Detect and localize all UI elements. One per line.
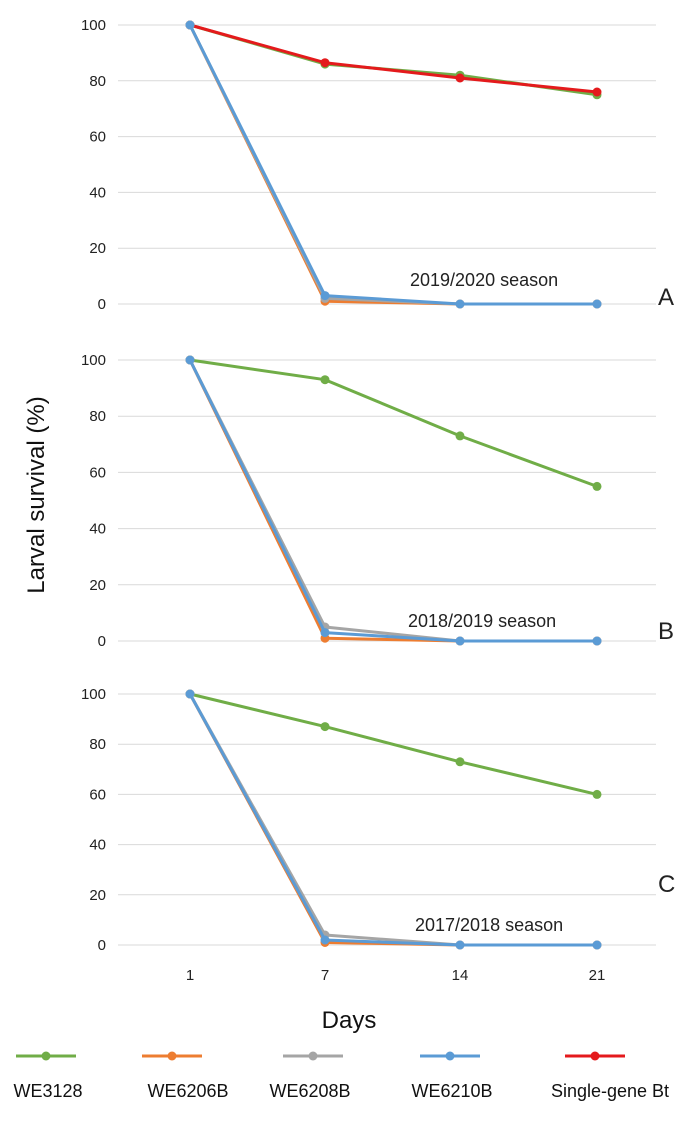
x-tick-label: 21 <box>589 967 606 984</box>
season-label: 2018/2019 season <box>408 611 556 631</box>
series-we6208b <box>185 355 602 646</box>
panel-letter: C <box>658 871 675 898</box>
legend-item-we6206b: WE6206B <box>142 1051 229 1101</box>
legend-item-we6210b: WE6210B <box>411 1051 493 1101</box>
legend-swatch-marker <box>167 1051 177 1061</box>
legend-swatch-marker <box>308 1051 318 1061</box>
data-point <box>592 481 602 491</box>
series-we6210b <box>185 355 602 646</box>
season-label: 2017/2018 season <box>415 915 563 935</box>
series-line <box>189 692 598 796</box>
data-point <box>455 431 465 441</box>
y-tick-label: 80 <box>89 736 106 753</box>
data-point <box>455 299 465 309</box>
legend-label: WE6208B <box>269 1081 350 1101</box>
y-tick-label: 40 <box>89 521 106 538</box>
data-point <box>592 940 602 950</box>
data-point <box>455 940 465 950</box>
data-point <box>592 87 602 97</box>
y-tick-label: 100 <box>81 17 106 34</box>
series-line <box>189 23 598 94</box>
panel-letter: A <box>658 284 674 311</box>
data-point <box>185 20 195 30</box>
x-axis-label: Days <box>322 1007 377 1034</box>
panel-letter: B <box>658 618 674 645</box>
legend-swatch-marker <box>445 1051 455 1061</box>
series-line <box>188 359 597 643</box>
legend-label: WE6210B <box>411 1081 492 1101</box>
series-we3128 <box>185 355 602 491</box>
series-line <box>188 359 597 643</box>
y-tick-label: 0 <box>98 633 106 650</box>
series-line <box>189 358 598 488</box>
y-tick-label: 60 <box>89 464 106 481</box>
legend-label: WE3128 <box>13 1081 82 1101</box>
data-point <box>455 73 465 83</box>
series-we6206b <box>185 20 602 309</box>
data-point <box>320 628 330 638</box>
y-tick-label: 80 <box>89 73 106 90</box>
series-line <box>188 24 597 306</box>
series-line <box>188 693 597 947</box>
panel-a: 0 20 40 60 80 100 2019/2020 season A <box>81 17 674 313</box>
data-point <box>592 636 602 646</box>
legend-label: Single-gene Bt <box>551 1081 669 1101</box>
data-point <box>592 789 602 799</box>
data-point <box>320 935 330 945</box>
series-we3128 <box>185 689 602 799</box>
legend: WE3128 WE6206B WE6208B WE6210B Single-gene B… <box>13 1051 669 1101</box>
series-line <box>188 359 597 643</box>
series-we6206b <box>185 355 602 646</box>
data-point <box>320 58 330 68</box>
y-tick-label: 60 <box>89 786 106 803</box>
y-tick-label: 20 <box>89 240 106 257</box>
y-tick-label: 80 <box>89 408 106 425</box>
legend-item-we6208b: WE6208B <box>269 1051 351 1101</box>
series-line <box>188 24 597 306</box>
data-point <box>320 375 330 385</box>
legend-item-single-gene-bt: Single-gene Bt <box>551 1051 669 1101</box>
legend-swatch-marker <box>590 1051 600 1061</box>
season-label: 2019/2020 season <box>410 270 558 290</box>
legend-item-we3128: WE3128 <box>13 1051 83 1101</box>
series-we6210b <box>185 689 602 950</box>
x-tick-label: 1 <box>186 967 194 984</box>
data-point <box>455 636 465 646</box>
series-we6208b <box>185 689 602 950</box>
y-tick-label: 20 <box>89 577 106 594</box>
y-axis-label: Larval survival (%) <box>23 396 50 593</box>
y-tick-label: 0 <box>98 937 106 954</box>
y-tick-label: 100 <box>81 686 106 703</box>
series-we6210b <box>185 20 602 309</box>
series-line <box>188 24 597 306</box>
series-line <box>188 693 597 947</box>
series-we6206b <box>185 689 602 950</box>
y-tick-label: 20 <box>89 887 106 904</box>
y-tick-label: 40 <box>89 184 106 201</box>
data-point <box>455 757 465 767</box>
series-line <box>188 693 597 947</box>
x-tick-label: 14 <box>452 967 469 984</box>
data-point <box>592 299 602 309</box>
panel-c: 0 20 40 60 80 100 2017/2018 season C <box>81 686 675 954</box>
data-point <box>320 722 330 732</box>
x-tick-labels: 1 7 14 21 <box>186 967 606 984</box>
legend-label: WE6206B <box>147 1081 228 1101</box>
series-single-gene-bt <box>185 20 602 97</box>
y-tick-label: 100 <box>81 352 106 369</box>
y-tick-label: 0 <box>98 296 106 313</box>
data-point <box>185 355 195 365</box>
legend-swatch-marker <box>41 1051 51 1061</box>
y-tick-label: 60 <box>89 129 106 146</box>
y-tick-label: 40 <box>89 837 106 854</box>
data-point <box>320 291 330 301</box>
panel-b: 0 20 40 60 80 100 2018/2019 season B <box>81 352 674 650</box>
x-tick-label: 7 <box>321 967 329 984</box>
series-we6208b <box>185 20 602 309</box>
data-point <box>185 689 195 699</box>
